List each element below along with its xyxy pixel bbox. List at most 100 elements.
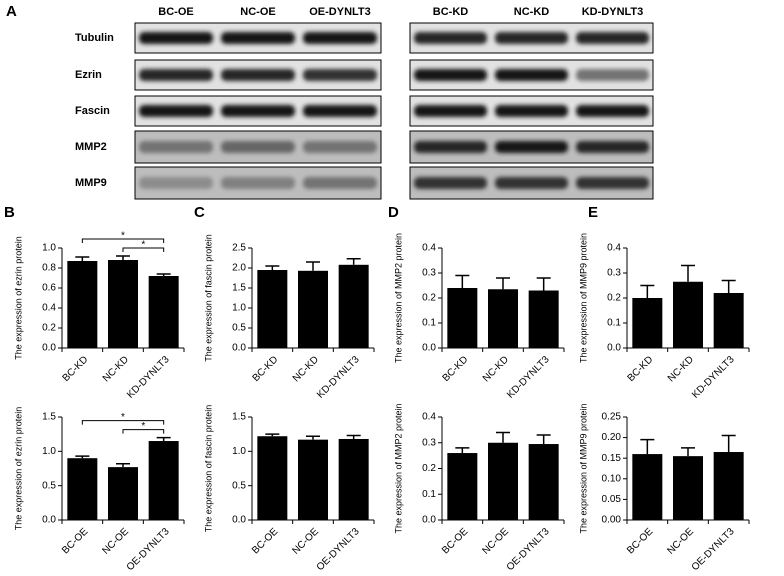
error-bar [116, 462, 130, 468]
y-tick-label: 0.2 [607, 293, 621, 304]
y-tick-label: 0.0 [422, 515, 436, 526]
bar [257, 270, 288, 348]
bar [632, 454, 663, 520]
bar [338, 264, 369, 348]
y-tick-label: 0.0 [232, 343, 246, 354]
panel-label: C [194, 204, 205, 221]
bar [528, 444, 559, 520]
blot-band [303, 141, 377, 153]
y-tick-label: 0.4 [42, 303, 56, 314]
blot-band [221, 69, 295, 81]
error-bar [496, 277, 510, 290]
bar [488, 442, 518, 520]
y-tick-label: 1.5 [42, 412, 56, 423]
y-tick-label: 0.6 [42, 283, 56, 294]
error-bar [681, 447, 695, 457]
blot-band [221, 141, 295, 153]
y-tick-label: 0.4 [422, 243, 436, 254]
blot-band [303, 105, 377, 117]
error-bar [306, 435, 320, 440]
y-tick-label: 0.00 [602, 515, 622, 526]
blot-band [495, 69, 568, 81]
bar [632, 298, 663, 348]
significance-label: * [141, 421, 145, 432]
bar [713, 452, 744, 520]
y-tick-label: 0.5 [232, 323, 246, 334]
error-bar [681, 264, 695, 282]
y-tick-label: 0.2 [422, 463, 436, 474]
blot-row-label: Fascin [75, 105, 110, 117]
y-axis-label: The expression of MMP9 protein [578, 233, 588, 363]
bar [528, 290, 559, 348]
error-bar [306, 261, 320, 271]
lane-label: BC-KD [433, 6, 468, 18]
significance-bracket [122, 429, 165, 434]
error-bar [75, 256, 90, 261]
y-tick-label: 0.15 [602, 453, 622, 464]
y-axis-label: The expression of fascin protein [203, 405, 213, 533]
y-axis-label: The expression of fascin protein [203, 234, 213, 362]
panel-label: D [388, 204, 399, 221]
y-tick-label: 0.05 [602, 494, 622, 505]
error-bar [455, 447, 470, 454]
blot-band [495, 141, 568, 153]
lane-label: OE-DYNLT3 [309, 6, 371, 18]
y-tick-label: 0.2 [42, 323, 56, 334]
y-tick-label: 0.3 [422, 268, 436, 279]
error-bar [536, 434, 551, 445]
blot-row-label: Ezrin [75, 69, 102, 81]
blot-band [221, 105, 295, 117]
blot-row-label: MMP9 [75, 177, 107, 189]
blot-band [303, 69, 377, 81]
panel-label: E [588, 204, 598, 221]
error-bar [156, 273, 171, 276]
blot-band [414, 69, 487, 81]
bar [108, 467, 138, 520]
error-bar [116, 255, 130, 260]
blot-band [303, 177, 377, 189]
y-tick-label: 0.0 [232, 515, 246, 526]
bar [713, 293, 744, 348]
blot-band [139, 69, 213, 81]
y-axis-label: The expression of ezrin protein [13, 236, 23, 360]
y-axis-label: The expression of ezrin protein [13, 407, 23, 531]
error-bar [455, 274, 470, 288]
blot-band [576, 69, 649, 81]
significance-bracket [122, 247, 165, 252]
blot-band [139, 177, 213, 189]
bar [298, 439, 328, 520]
blot-band [221, 177, 295, 189]
y-tick-label: 0.1 [422, 489, 436, 500]
lane-label: KD-DYNLT3 [582, 6, 644, 18]
y-axis-label: The expression of MMP9 protein [578, 403, 588, 533]
y-tick-label: 0.5 [42, 480, 56, 491]
y-tick-label: 0.0 [42, 343, 56, 354]
error-bar [346, 434, 361, 439]
y-tick-label: 2.0 [232, 263, 246, 274]
error-bar [721, 279, 736, 293]
blot-row-label: Tubulin [75, 32, 114, 44]
blot-band [576, 141, 649, 153]
error-bar [536, 277, 551, 291]
y-axis-label: The expression of MMP2 protein [393, 403, 403, 533]
bar [298, 270, 328, 348]
lane-label: NC-OE [240, 6, 275, 18]
bar [67, 458, 98, 520]
y-tick-label: 0.0 [607, 343, 621, 354]
y-tick-label: 1.0 [42, 446, 56, 457]
bar [148, 441, 179, 520]
bar [447, 288, 478, 348]
y-tick-label: 0.3 [607, 268, 621, 279]
y-tick-label: 0.0 [422, 343, 436, 354]
y-tick-label: 0.3 [422, 437, 436, 448]
y-tick-label: 0.25 [602, 412, 622, 423]
error-bar [721, 434, 736, 453]
lane-label: BC-OE [158, 6, 193, 18]
y-tick-label: 0.0 [42, 515, 56, 526]
blot-band [139, 141, 213, 153]
y-axis-label: The expression of MMP2 protein [393, 233, 403, 363]
significance-label: * [121, 231, 125, 242]
blot-band [414, 105, 487, 117]
bar [67, 261, 98, 348]
